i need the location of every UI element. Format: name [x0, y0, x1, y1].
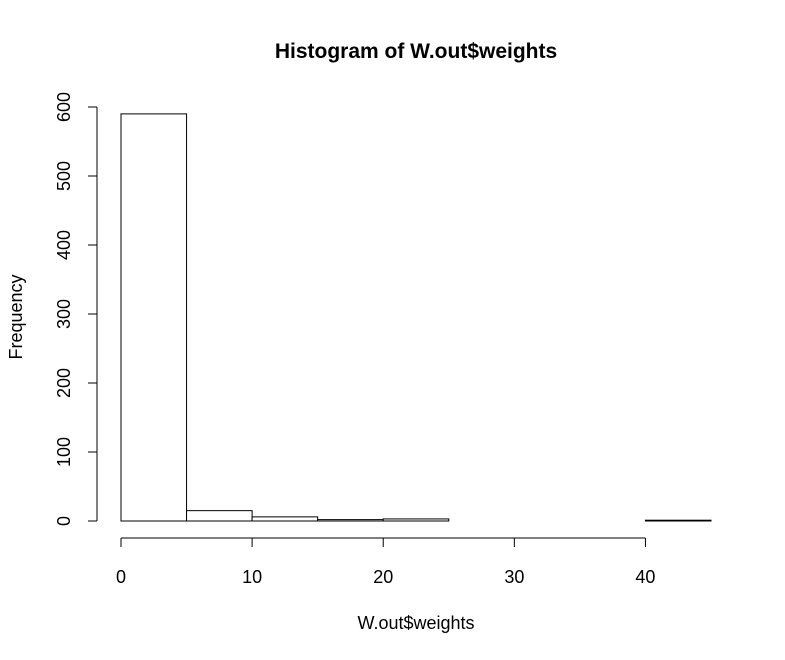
histogram-bar-40-45: [644, 519, 712, 522]
y-axis: 0 100 200 300 400 500 600: [54, 92, 98, 526]
histogram-bar-15-20: [317, 519, 384, 522]
histogram-bar-10-15: [251, 516, 319, 522]
y-tick-label: 400: [54, 230, 74, 260]
y-tick-label: 300: [54, 299, 74, 329]
x-tick-label: 40: [635, 567, 655, 587]
bars-group: [120, 113, 712, 522]
y-axis-label: Frequency: [6, 274, 26, 359]
chart-title: Histogram of W.out$weights: [275, 40, 557, 63]
y-tick-label: 500: [54, 161, 74, 191]
histogram-bar-0-5: [120, 113, 188, 522]
x-tick-label: 20: [373, 567, 393, 587]
x-tick-label: 30: [504, 567, 524, 587]
y-tick-label: 200: [54, 368, 74, 398]
x-tick-label: 0: [116, 567, 126, 587]
y-tick-label: 100: [54, 437, 74, 467]
x-axis-label: W.out$weights: [357, 613, 474, 633]
x-axis: 0 10 20 30 40: [116, 537, 655, 587]
y-tick-label: 0: [54, 516, 74, 526]
x-tick-label: 10: [242, 567, 262, 587]
histogram-bar-5-10: [186, 510, 253, 522]
histogram-bar-20-25: [382, 518, 450, 522]
y-tick-label: 600: [54, 92, 74, 122]
